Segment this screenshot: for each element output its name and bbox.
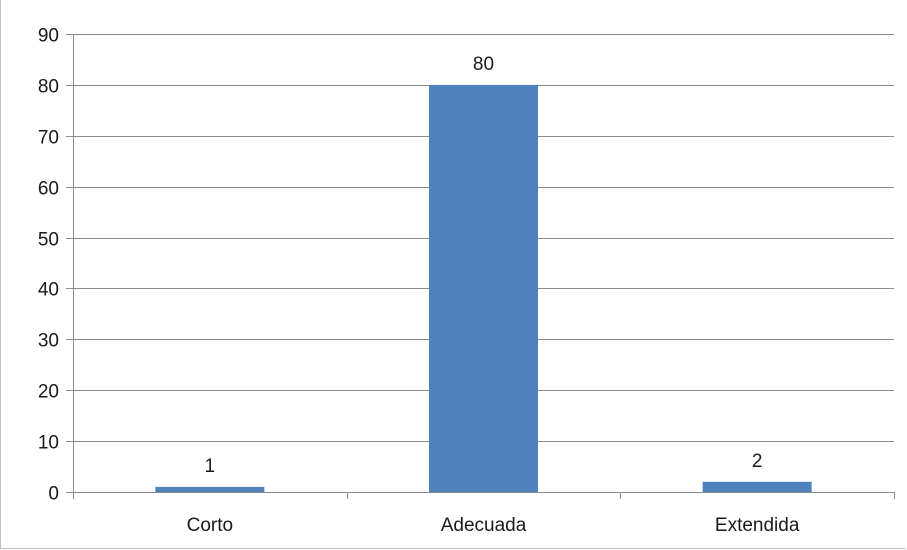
y-tick-label: 10 — [38, 433, 59, 454]
y-tick-label: 60 — [38, 179, 59, 200]
bar-adecuada — [429, 84, 538, 492]
y-tick-label: 50 — [38, 230, 59, 251]
y-tick-label: 20 — [38, 382, 59, 403]
axes — [66, 34, 895, 499]
x-tick-label-adecuada: Adecuada — [441, 515, 527, 536]
y-tick-label: 80 — [38, 77, 59, 98]
y-axis-tick-labels: 0 10 20 30 40 50 60 70 80 90 — [38, 26, 59, 505]
y-tick-label: 0 — [48, 484, 59, 505]
y-tick-label: 40 — [38, 280, 59, 301]
data-label-adecuada: 80 — [473, 54, 494, 75]
y-tick-label: 30 — [38, 331, 59, 352]
data-label-corto: 1 — [205, 456, 216, 477]
bars — [155, 84, 812, 492]
x-tick-label-extendida: Extendida — [715, 515, 800, 536]
y-tick-label: 90 — [38, 26, 59, 47]
y-tick-label: 70 — [38, 128, 59, 149]
bar-corto — [155, 486, 265, 492]
data-label-extendida: 2 — [752, 451, 763, 472]
bar-extendida — [702, 481, 812, 492]
x-tick-label-corto: Corto — [187, 515, 233, 536]
x-axis-tick-labels: Corto Adecuada Extendida — [187, 515, 800, 536]
